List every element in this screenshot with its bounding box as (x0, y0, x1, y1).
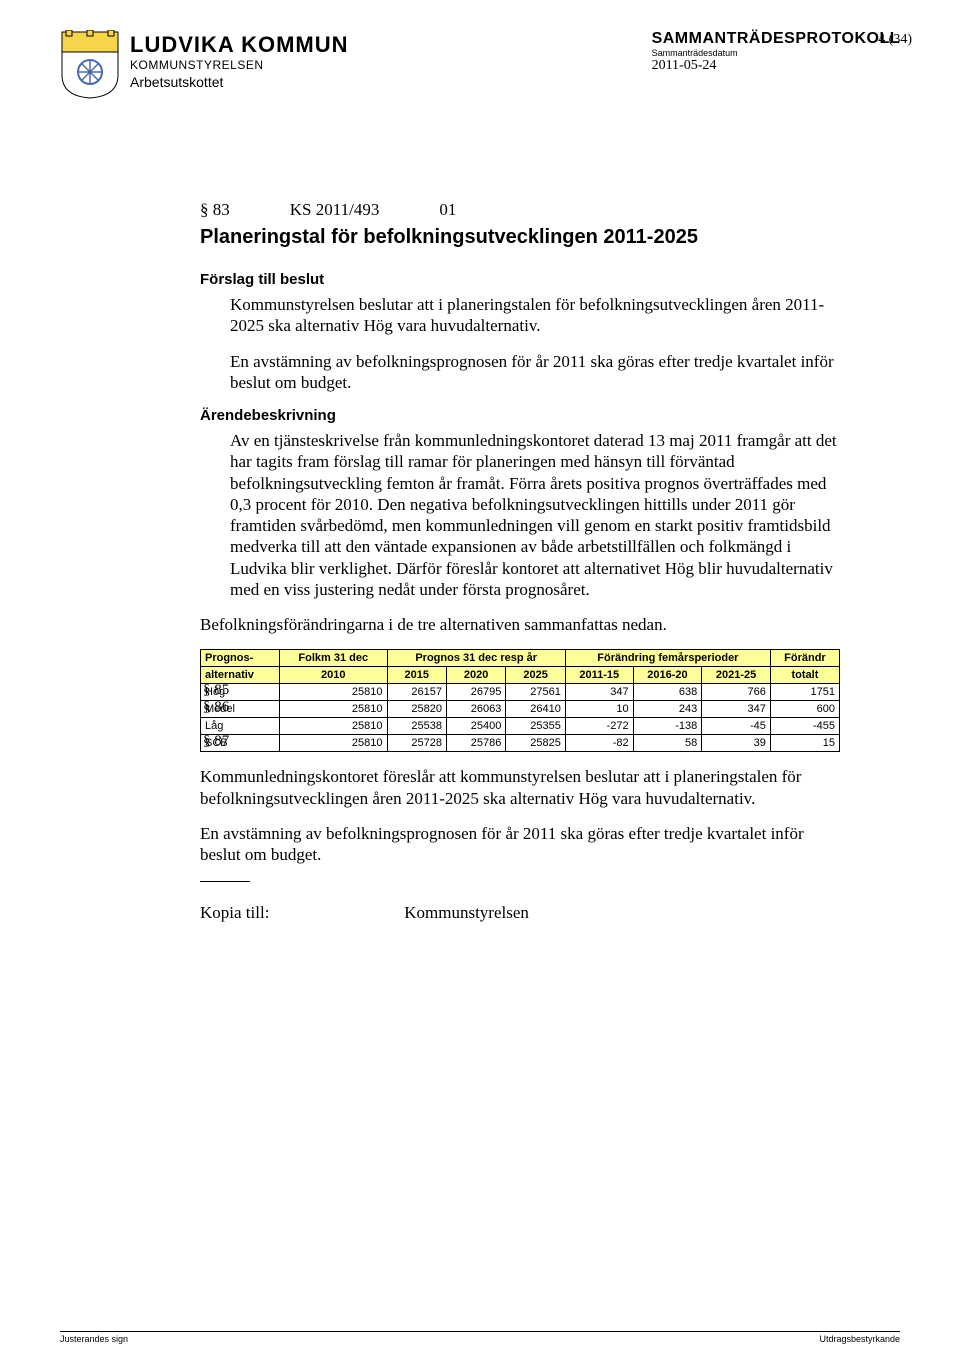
table-cell: -455 (770, 718, 839, 735)
table-cell: -272 (565, 718, 633, 735)
table-cell: 25355 (506, 718, 565, 735)
proposal-paragraph-1: Kommunstyrelsen beslutar att i planering… (230, 294, 840, 337)
section-reference: § 83 KS 2011/493 01 (200, 200, 840, 220)
table-header-cell: 2016-20 (633, 667, 702, 684)
footer-left: Justerandes sign (60, 1334, 128, 1344)
org-name: LUDVIKA KOMMUN (130, 32, 349, 58)
table-cell: 600 (770, 701, 839, 718)
table-cell: 39 (702, 735, 771, 752)
proposal-paragraph-2: En avstämning av befolkningsprognosen fö… (230, 351, 840, 394)
table-cell: 25810 (280, 735, 387, 752)
after-paragraph-1: Kommunledningskontoret föreslår att komm… (200, 766, 840, 809)
table-cell: 766 (702, 684, 771, 701)
table-row: SCB§ 8725810257282578625825-82583915 (201, 735, 840, 752)
table-header-cell: 2010 (280, 667, 387, 684)
row-label: Medel§ 86 (201, 701, 280, 718)
page-footer: Justerandes sign Utdragsbestyrkande (60, 1331, 900, 1344)
content-body: § 83 KS 2011/493 01 Planeringstal för befo… (200, 200, 840, 923)
table-header-cell: totalt (770, 667, 839, 684)
table-cell: 25825 (506, 735, 565, 752)
copy-recipient: Kommunstyrelsen (404, 903, 529, 922)
document-header: LUDVIKA KOMMUN KOMMUNSTYRELSEN Arbetsuts… (60, 30, 900, 100)
case-reference: KS 2011/493 (290, 200, 380, 219)
table-header-cell: Förändr (770, 650, 839, 667)
table-cell: 25786 (446, 735, 505, 752)
table-header-cell: Prognos 31 dec resp år (387, 650, 565, 667)
table-cell: 25538 (387, 718, 446, 735)
table-cell: 10 (565, 701, 633, 718)
copy-to-row: Kopia till: Kommunstyrelsen (200, 903, 840, 923)
table-cell: 27561 (506, 684, 565, 701)
table-cell: 243 (633, 701, 702, 718)
meeting-date-label: Sammanträdesdatum (652, 48, 900, 58)
municipal-crest-icon (60, 30, 120, 100)
table-cell: -82 (565, 735, 633, 752)
copy-label: Kopia till: (200, 903, 400, 923)
department: KOMMUNSTYRELSEN (130, 58, 349, 72)
paragraph-symbol: § 83 (200, 200, 230, 219)
section-ref-overlay: § 87 (203, 733, 229, 750)
table-cell: 15 (770, 735, 839, 752)
separator-rule (200, 881, 250, 882)
table-header-cell: 2020 (446, 667, 505, 684)
table-cell: 26157 (387, 684, 446, 701)
row-label: Låg (201, 718, 280, 735)
footer-right: Utdragsbestyrkande (819, 1334, 900, 1344)
table-cell: -138 (633, 718, 702, 735)
table-cell: 58 (633, 735, 702, 752)
table-cell: 25728 (387, 735, 446, 752)
table-cell: -45 (702, 718, 771, 735)
page-number: 4 (34) (878, 32, 912, 48)
table-cell: 638 (633, 684, 702, 701)
table-header-cell: 2015 (387, 667, 446, 684)
table-header-cell: 2021-25 (702, 667, 771, 684)
after-paragraph-2: En avstämning av befolkningsprognosen fö… (200, 823, 840, 866)
table-cell: 26063 (446, 701, 505, 718)
table-header-cell: Prognos- (201, 650, 280, 667)
summary-line: Befolkningsförändringarna i de tre alter… (200, 614, 840, 635)
case-code: 01 (439, 200, 456, 219)
population-table: Prognos-Folkm 31 decPrognos 31 dec resp … (200, 649, 840, 752)
row-label: Hög§ 85 (201, 684, 280, 701)
table-header-cell: 2011-15 (565, 667, 633, 684)
proposal-heading: Förslag till beslut (200, 271, 840, 288)
table-cell: 25400 (446, 718, 505, 735)
row-label: SCB§ 87 (201, 735, 280, 752)
document-type: SAMMANTRÄDESPROTOKOLL (652, 30, 900, 48)
table-cell: 347 (702, 701, 771, 718)
description-body: Av en tjänsteskrivelse från kommunlednin… (230, 430, 840, 600)
table-row: Låg25810255382540025355-272-138-45-455 (201, 718, 840, 735)
table-cell: 26410 (506, 701, 565, 718)
table-cell: 25820 (387, 701, 446, 718)
section-ref-overlay: § 86 (203, 699, 229, 716)
document-title: Planeringstal för befolkningsutvecklinge… (200, 226, 840, 249)
table-row: Medel§ 862581025820260632641010243347600 (201, 701, 840, 718)
table-cell: 25810 (280, 701, 387, 718)
table-header-cell: 2025 (506, 667, 565, 684)
table-cell: 1751 (770, 684, 839, 701)
table-header-cell: Folkm 31 dec (280, 650, 387, 667)
table-header-cell: Förändring femårsperioder (565, 650, 770, 667)
header-left: LUDVIKA KOMMUN KOMMUNSTYRELSEN Arbetsuts… (60, 30, 349, 100)
table-cell: 347 (565, 684, 633, 701)
description-heading: Ärendebeskrivning (200, 407, 840, 424)
table-header-cell: alternativ (201, 667, 280, 684)
table-cell: 26795 (446, 684, 505, 701)
meeting-date: 2011-05-24 (652, 58, 900, 74)
table-row: Hög§ 85258102615726795275613476387661751 (201, 684, 840, 701)
section-ref-overlay: § 85 (203, 682, 229, 699)
table-cell: 25810 (280, 718, 387, 735)
header-right: SAMMANTRÄDESPROTOKOLL Sammanträdesdatum … (652, 30, 900, 74)
sub-department: Arbetsutskottet (130, 74, 349, 90)
table-cell: 25810 (280, 684, 387, 701)
